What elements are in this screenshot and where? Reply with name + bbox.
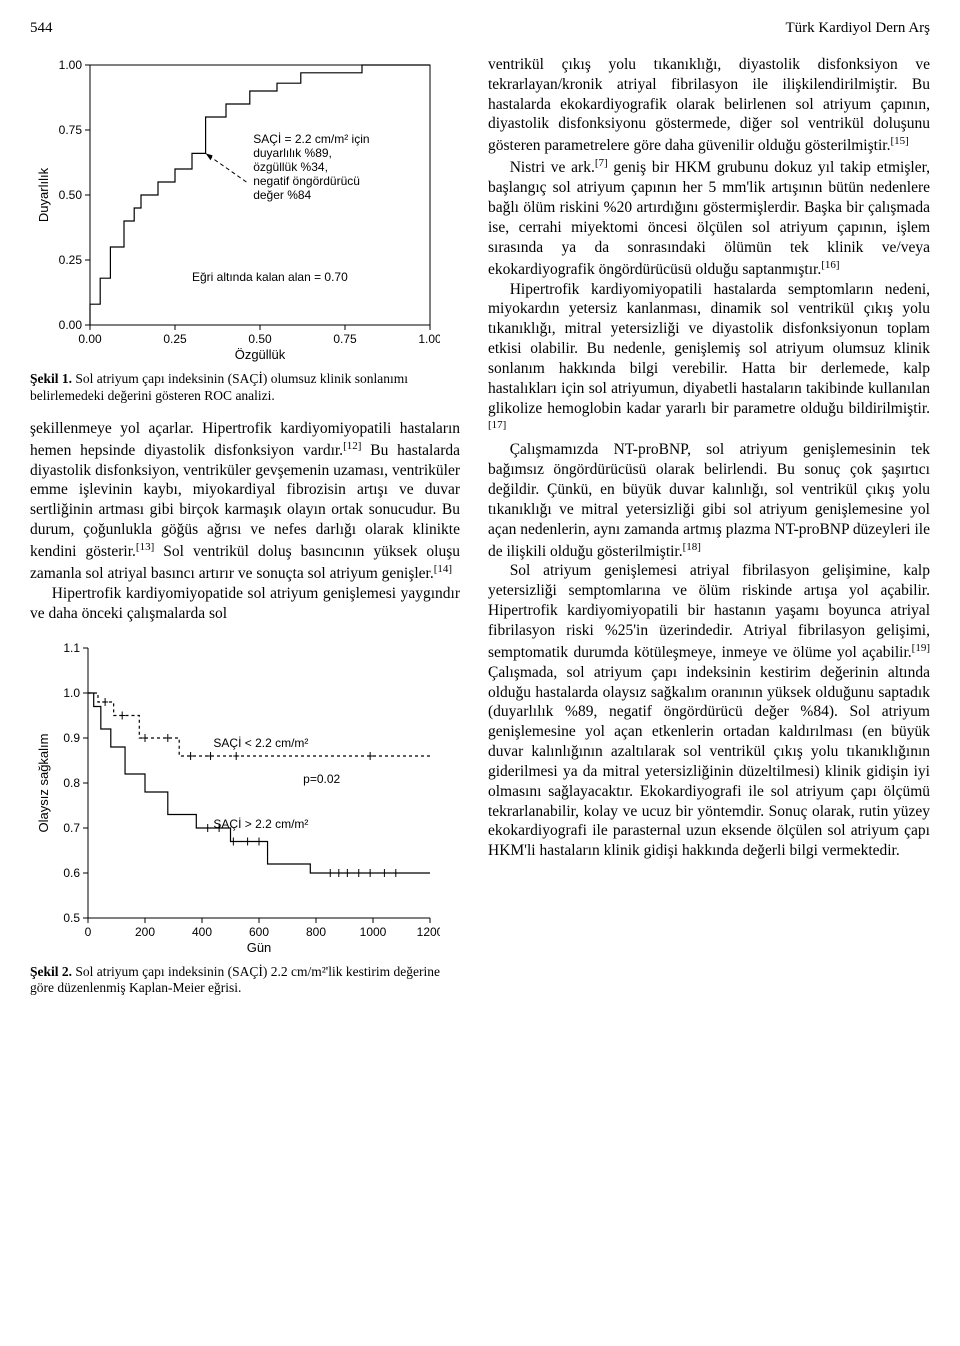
svg-text:0.00: 0.00 [78,332,102,346]
svg-text:Gün: Gün [247,940,272,955]
figure-1-caption-text: Sol atriyum çapı indeksinin (SAÇİ) olums… [30,371,408,403]
ref-13: [13] [136,541,154,553]
figure-1-label: Şekil 1. [30,371,72,386]
svg-text:0.25: 0.25 [163,332,187,346]
svg-text:1.00: 1.00 [418,332,440,346]
figure-2-label: Şekil 2. [30,964,72,979]
svg-text:200: 200 [135,925,155,939]
svg-text:0.6: 0.6 [63,866,80,880]
figure-2-km-chart: 0.5 0.6 0.7 0.8 0.9 1.0 1.1 0 200 400 600 800 1000 12… [30,638,460,958]
svg-text:duyarlılık %89,: duyarlılık %89, [253,146,332,160]
left-paragraph-1: şekillenmeye yol açarlar. Hipertrofik ka… [30,419,460,584]
svg-text:1.0: 1.0 [63,686,80,700]
svg-text:özgüllük %34,: özgüllük %34, [253,160,328,174]
ref-15: [15] [890,135,908,147]
journal-name: Türk Kardiyol Dern Arş [785,20,930,37]
svg-text:değer %84: değer %84 [253,188,311,202]
ref-14: [14] [434,563,452,575]
right-paragraph-3: Hipertrofik kardiyomiyopatili hastalarda… [488,280,930,441]
ref-12: [12] [343,440,361,452]
page-header: 544 Türk Kardiyol Dern Arş [30,20,930,37]
ref-19: [19] [912,642,930,654]
svg-text:0.25: 0.25 [59,253,83,267]
svg-text:1000: 1000 [360,925,387,939]
figure-1-caption: Şekil 1. Sol atriyum çapı indeksinin (SA… [30,371,460,405]
svg-text:0.00: 0.00 [59,318,83,332]
svg-text:Olaysız sağkalım: Olaysız sağkalım [36,733,51,832]
ref-17: [17] [488,419,506,431]
right-paragraph-5: Sol atriyum genişlemesi atriyal fibrilas… [488,561,930,861]
svg-text:1200: 1200 [417,925,440,939]
svg-text:0.9: 0.9 [63,731,80,745]
figure-2-caption: Şekil 2. Sol atriyum çapı indeksinin (SA… [30,964,460,998]
svg-text:SAÇİ > 2.2 cm/m²: SAÇİ > 2.2 cm/m² [213,817,308,831]
svg-text:0.50: 0.50 [59,188,83,202]
svg-text:0.5: 0.5 [63,911,80,925]
svg-text:1.00: 1.00 [59,58,83,72]
svg-text:0.75: 0.75 [333,332,357,346]
figure-2-caption-text: Sol atriyum çapı indeksinin (SAÇİ) 2.2 c… [30,964,440,996]
svg-text:0.8: 0.8 [63,776,80,790]
svg-text:Özgüllük: Özgüllük [235,347,286,362]
figure-1-roc-chart: 0.00 0.25 0.50 0.75 1.00 0.00 0.25 0.50 0.75 1.00… [30,55,460,365]
svg-text:0: 0 [85,925,92,939]
svg-text:SAÇİ = 2.2 cm/m² için: SAÇİ = 2.2 cm/m² için [253,132,369,146]
ref-16: [16] [821,259,839,271]
ref-18: [18] [683,541,701,553]
page-number: 544 [30,20,53,37]
svg-text:negatif öngördürücü: negatif öngördürücü [253,174,360,188]
svg-text:600: 600 [249,925,269,939]
svg-text:1.1: 1.1 [63,641,80,655]
svg-text:SAÇİ < 2.2 cm/m²: SAÇİ < 2.2 cm/m² [213,736,308,750]
right-paragraph-4: Çalışmamızda NT-proBNP, sol atriyum geni… [488,440,930,561]
svg-text:800: 800 [306,925,326,939]
svg-text:Eğri altında kalan alan = 0.70: Eğri altında kalan alan = 0.70 [192,270,348,284]
svg-text:0.7: 0.7 [63,821,80,835]
right-paragraph-1: ventrikül çıkış yolu tıkanıklığı, diyast… [488,55,930,156]
svg-text:0.75: 0.75 [59,123,83,137]
svg-text:Duyarlılık: Duyarlılık [36,167,51,222]
svg-text:400: 400 [192,925,212,939]
svg-text:0.50: 0.50 [248,332,272,346]
ref-7: [7] [595,157,608,169]
right-paragraph-2: Nistri ve ark.[7] geniş bir HKM grubunu … [488,156,930,279]
left-paragraph-2: Hipertrofik kardiyomiyopatide sol atriyu… [30,584,460,624]
svg-text:p=0.02: p=0.02 [303,772,340,786]
